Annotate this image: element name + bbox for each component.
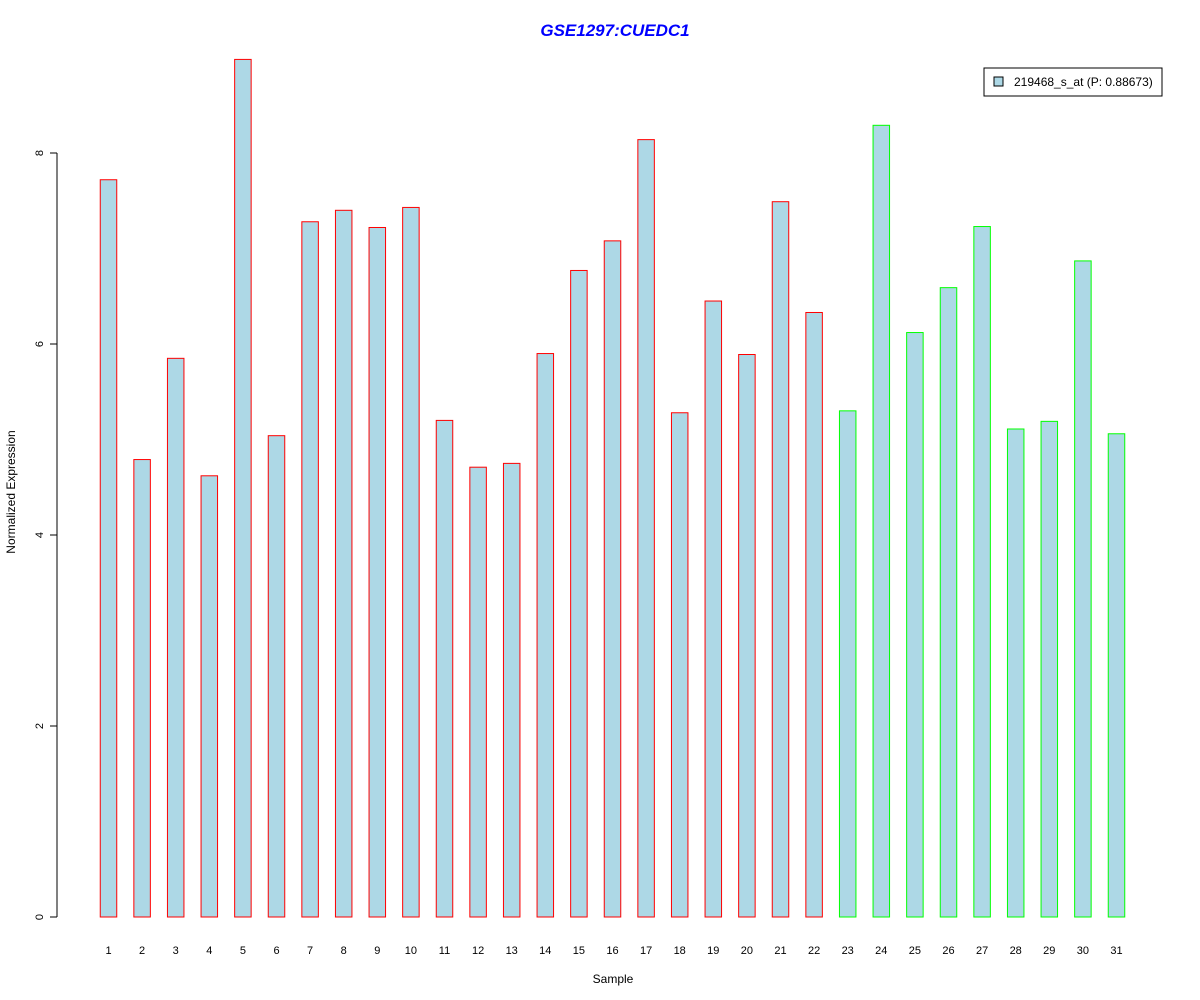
x-tick-label: 16 xyxy=(606,945,618,957)
bar xyxy=(603,240,622,918)
legend-label: 219468_s_at (P: 0.88673) xyxy=(1014,75,1153,89)
y-tick-label: 8 xyxy=(34,150,46,156)
x-tick-label: 12 xyxy=(472,945,484,957)
y-tick-label: 0 xyxy=(34,914,46,920)
x-tick-label: 26 xyxy=(942,945,954,957)
bar xyxy=(368,226,387,918)
bar xyxy=(402,206,420,918)
x-tick-label: 3 xyxy=(173,945,179,957)
bar xyxy=(738,354,756,918)
y-tick-label: 2 xyxy=(34,723,46,729)
x-axis-title: Sample xyxy=(593,972,634,986)
bar xyxy=(536,353,555,918)
x-tick-label: 21 xyxy=(774,945,786,957)
x-tick-label: 1 xyxy=(105,945,111,957)
bar xyxy=(771,201,790,918)
y-axis-title: Normalized Expression xyxy=(4,430,18,553)
bar xyxy=(838,410,857,918)
bar xyxy=(234,58,252,918)
x-tick-label: 20 xyxy=(741,945,753,957)
bar xyxy=(704,300,723,918)
bar xyxy=(334,209,353,918)
bar xyxy=(435,419,454,918)
legend-swatch xyxy=(993,76,1004,87)
x-tick-label: 25 xyxy=(909,945,921,957)
x-tick-label: 5 xyxy=(240,945,246,957)
bar xyxy=(1107,433,1126,918)
x-tick-label: 29 xyxy=(1043,945,1055,957)
bar xyxy=(502,462,521,918)
x-tick-label: 22 xyxy=(808,945,820,957)
bar xyxy=(1006,428,1025,918)
bar xyxy=(99,179,118,918)
x-tick-label: 24 xyxy=(875,945,887,957)
bar xyxy=(469,466,487,918)
chart-title: GSE1297:CUEDC1 xyxy=(540,21,689,40)
bar xyxy=(1040,420,1059,918)
bars-group xyxy=(99,58,1126,918)
bar xyxy=(973,226,991,918)
legend: 219468_s_at (P: 0.88673) xyxy=(983,67,1163,97)
bar xyxy=(301,221,319,918)
x-tick-label: 11 xyxy=(439,945,450,957)
bar xyxy=(805,311,823,918)
bar xyxy=(570,269,588,918)
x-tick-label: 4 xyxy=(206,945,212,957)
y-axis: 0 2 4 6 8 xyxy=(34,150,58,920)
bar xyxy=(166,357,185,918)
bar xyxy=(906,332,924,918)
legend-box xyxy=(983,67,1163,97)
x-tick-label: 15 xyxy=(573,945,585,957)
y-tick-label: 6 xyxy=(34,341,46,347)
bar xyxy=(200,475,219,918)
x-tick-label: 8 xyxy=(341,945,347,957)
x-tick-label: 7 xyxy=(307,945,313,957)
x-tick-label: 28 xyxy=(1010,945,1022,957)
bar xyxy=(637,139,655,918)
x-tick-label: 2 xyxy=(139,945,145,957)
y-tick-label: 4 xyxy=(34,532,46,538)
bar xyxy=(267,435,286,918)
x-tick-label: 31 xyxy=(1110,945,1122,957)
bar xyxy=(939,287,958,918)
x-tick-label: 27 xyxy=(976,945,988,957)
x-tick-label: 10 xyxy=(405,945,417,957)
x-tick-label: 6 xyxy=(273,945,279,957)
x-tick-label: 23 xyxy=(842,945,854,957)
x-tick-label: 30 xyxy=(1077,945,1089,957)
bar xyxy=(133,459,151,918)
x-tick-label: 19 xyxy=(707,945,719,957)
x-tick-label: 14 xyxy=(539,945,551,957)
bar xyxy=(670,412,689,918)
bar xyxy=(1074,260,1092,918)
bar xyxy=(872,124,891,918)
x-tick-label: 13 xyxy=(506,945,518,957)
x-tick-labels: 1 2 3 4 5 6 7 8 9 10 11 12 13 14 15 16 17 18 19 20 21 22 23 24 2… xyxy=(105,945,1122,957)
x-tick-label: 9 xyxy=(374,945,380,957)
x-tick-label: 17 xyxy=(640,945,652,957)
x-tick-label: 18 xyxy=(674,945,686,957)
